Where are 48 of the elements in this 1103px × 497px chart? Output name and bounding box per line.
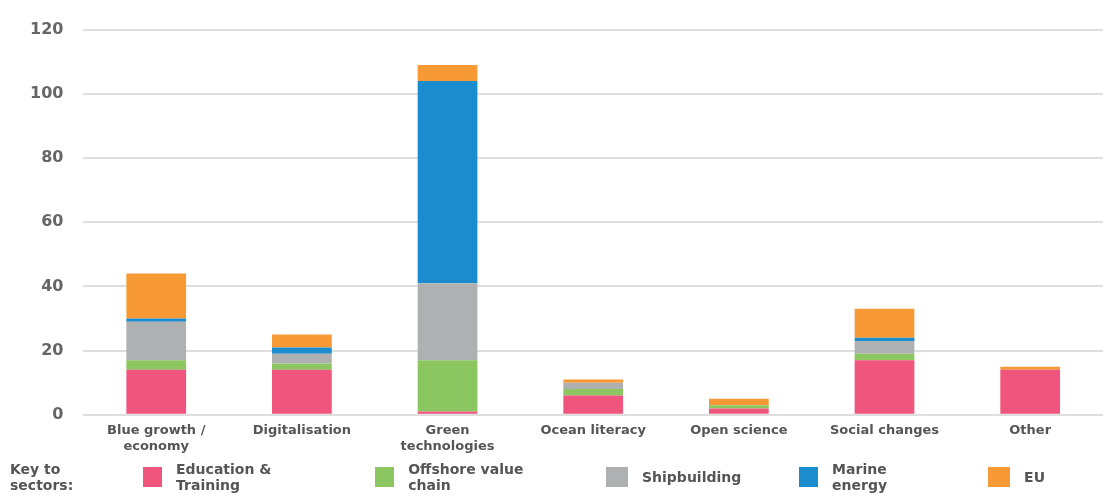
legend-label: Shipbuilding	[641, 469, 742, 485]
y-tick-label: 80	[41, 147, 64, 167]
x-tick-label: Other	[1009, 421, 1052, 437]
bar	[272, 334, 332, 348]
bar	[563, 389, 624, 396]
y-tick-label: 100	[29, 82, 64, 102]
bar	[126, 360, 187, 370]
x-tick-label: Open science	[690, 421, 788, 437]
x-tick-label: Ocean literacy	[540, 421, 647, 437]
bar	[709, 405, 769, 409]
bar	[854, 360, 915, 414]
bar	[272, 353, 332, 364]
bar	[1000, 366, 1061, 370]
x-tick-label: Blue growth / economy	[107, 421, 206, 453]
bar	[272, 369, 332, 414]
bar	[126, 321, 187, 361]
bar	[854, 308, 915, 338]
bar	[126, 273, 187, 319]
bar	[1000, 369, 1061, 414]
bar	[563, 395, 624, 414]
legend-label: Education & Training	[176, 461, 273, 493]
bar	[854, 353, 915, 361]
bar	[563, 382, 624, 390]
bar	[272, 347, 332, 354]
bar	[417, 80, 478, 284]
bar	[417, 283, 478, 361]
x-tick-label: Digitalisation	[252, 421, 352, 437]
bar	[417, 64, 478, 81]
y-tick-label: 120	[29, 18, 64, 38]
legend-label: EU	[1024, 469, 1046, 485]
bar	[854, 337, 915, 341]
x-tick-label: Social changes	[829, 421, 940, 437]
y-tick-label: 60	[41, 211, 64, 231]
y-tick-label: 40	[41, 275, 64, 295]
bar	[563, 379, 624, 383]
bar	[417, 360, 478, 412]
x-tick-label: Green technologies	[400, 421, 495, 453]
y-tick-label: 0	[52, 403, 64, 423]
bar	[126, 369, 187, 414]
y-tick-label: 20	[41, 339, 64, 359]
bar	[272, 363, 332, 370]
legend-title: Key to sectors:	[10, 461, 75, 493]
bar	[854, 340, 915, 354]
bar	[709, 398, 769, 406]
bar	[709, 408, 769, 414]
bar	[126, 318, 187, 322]
legend-label: Offshore value chain	[408, 461, 525, 493]
legend-label: Marine energy	[832, 461, 889, 493]
